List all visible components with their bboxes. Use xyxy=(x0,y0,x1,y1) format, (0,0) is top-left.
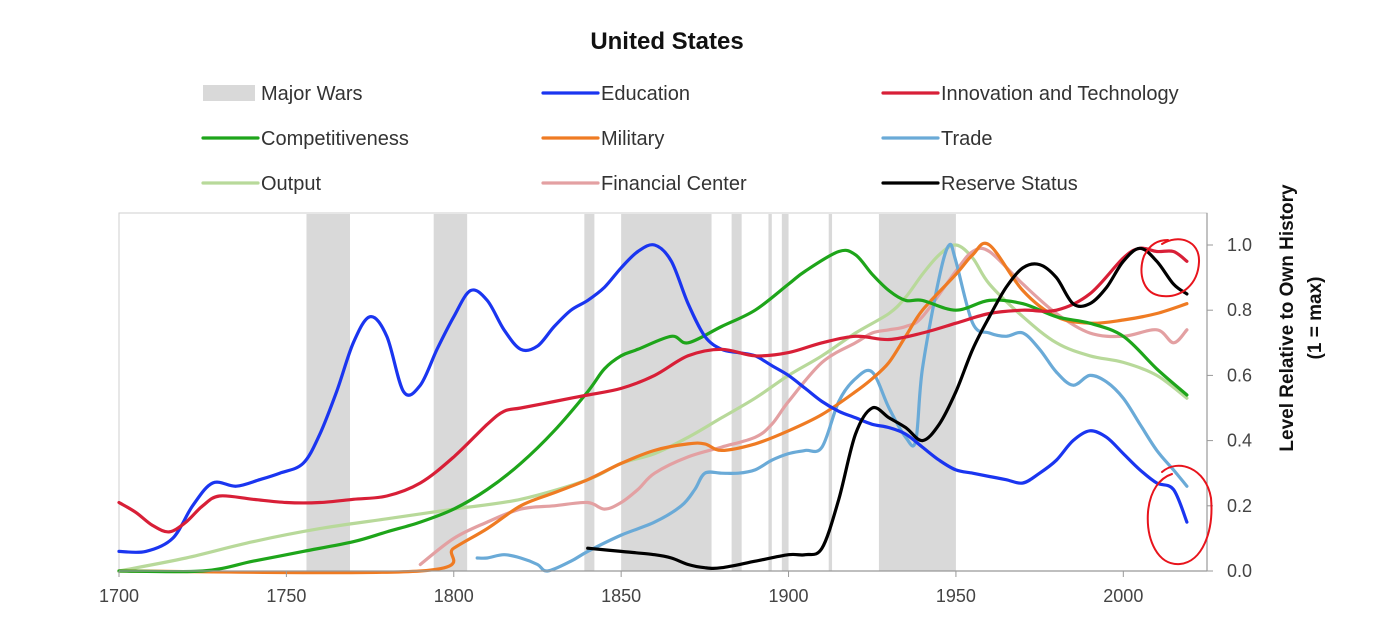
chart-title: United States xyxy=(590,28,743,55)
x-tick-label-1700: 1700 xyxy=(99,586,139,606)
y-axis-sublabel: (1 = max) xyxy=(1305,277,1326,360)
legend-label-trade: Trade xyxy=(941,128,993,150)
legend-item-trade: Trade xyxy=(881,128,993,150)
annotation-circle-top xyxy=(1140,238,1201,298)
legend-swatch-major-wars xyxy=(203,85,255,101)
y-axis-label: Level Relative to Own History xyxy=(1277,184,1298,452)
war-band-1850-1877 xyxy=(621,214,712,571)
war-band-1756-1769 xyxy=(306,214,350,571)
annotation-circle-bottom xyxy=(1146,464,1213,566)
x-tick-label-2000: 2000 xyxy=(1103,586,1143,606)
legend-label-military: Military xyxy=(601,128,664,150)
legend-label-competitiveness: Competitiveness xyxy=(261,128,409,150)
hand-drawn-annotations xyxy=(1140,238,1213,566)
series-line-financial-center xyxy=(418,246,1189,567)
legend-item-reserve-status: Reserve Status xyxy=(881,173,1078,195)
legend-label-financial-center: Financial Center xyxy=(601,173,747,195)
x-tick-label-1850: 1850 xyxy=(601,586,641,606)
y-tick-label-0: 0.0 xyxy=(1227,561,1252,581)
major-wars-bands xyxy=(306,214,956,571)
series-line-reserve-status xyxy=(586,246,1189,570)
war-band-1912-1913 xyxy=(828,214,833,571)
x-tick-label-1800: 1800 xyxy=(434,586,474,606)
series-line-innovation-and-technology xyxy=(117,246,1189,534)
y-tick-label-1: 0.2 xyxy=(1227,496,1252,516)
war-band-1894-1895 xyxy=(768,214,772,571)
legend-label-education: Education xyxy=(601,83,690,105)
legend-item-education: Education xyxy=(541,83,690,105)
legend-label-innovation-and-technology: Innovation and Technology xyxy=(941,83,1179,105)
y-tick-label-2: 0.4 xyxy=(1227,431,1252,451)
series-line-output xyxy=(117,243,1189,573)
war-band-1927-1950 xyxy=(878,214,956,571)
war-band-1794-1804 xyxy=(433,214,468,571)
legend-item-major-wars: Major Wars xyxy=(203,83,362,105)
legend: Major Wars Education Innovation and Techno… xyxy=(201,83,1179,195)
legend-item-output: Output xyxy=(201,173,321,195)
legend-item-financial-center: Financial Center xyxy=(541,173,747,195)
axes: 1700 1750 1800 1850 1900 1950 2000 0.0 0.2 0.4 0.6… xyxy=(99,213,1252,606)
y-tick-label-3: 0.6 xyxy=(1227,365,1252,385)
series-lines xyxy=(117,241,1189,575)
war-band-1883-1886 xyxy=(731,214,742,571)
legend-label-reserve-status: Reserve Status xyxy=(941,173,1078,195)
legend-label-major-wars: Major Wars xyxy=(261,83,362,105)
legend-item-competitiveness: Competitiveness xyxy=(201,128,409,150)
x-tick-label-1900: 1900 xyxy=(769,586,809,606)
war-band-1839-1842 xyxy=(584,214,595,571)
legend-item-innovation-and-technology: Innovation and Technology xyxy=(881,83,1179,105)
x-tick-label-1750: 1750 xyxy=(266,586,306,606)
legend-item-military: Military xyxy=(541,128,664,150)
y-tick-label-4: 0.8 xyxy=(1227,300,1252,320)
series-line-education xyxy=(117,243,1189,554)
war-band-1898-1900 xyxy=(781,214,789,571)
legend-label-output: Output xyxy=(261,173,321,195)
x-tick-label-1950: 1950 xyxy=(936,586,976,606)
y-tick-label-5: 1.0 xyxy=(1227,235,1252,255)
series-line-military xyxy=(117,241,1189,575)
y-axis-label-group: Level Relative to Own History (1 = max) xyxy=(1277,184,1326,452)
